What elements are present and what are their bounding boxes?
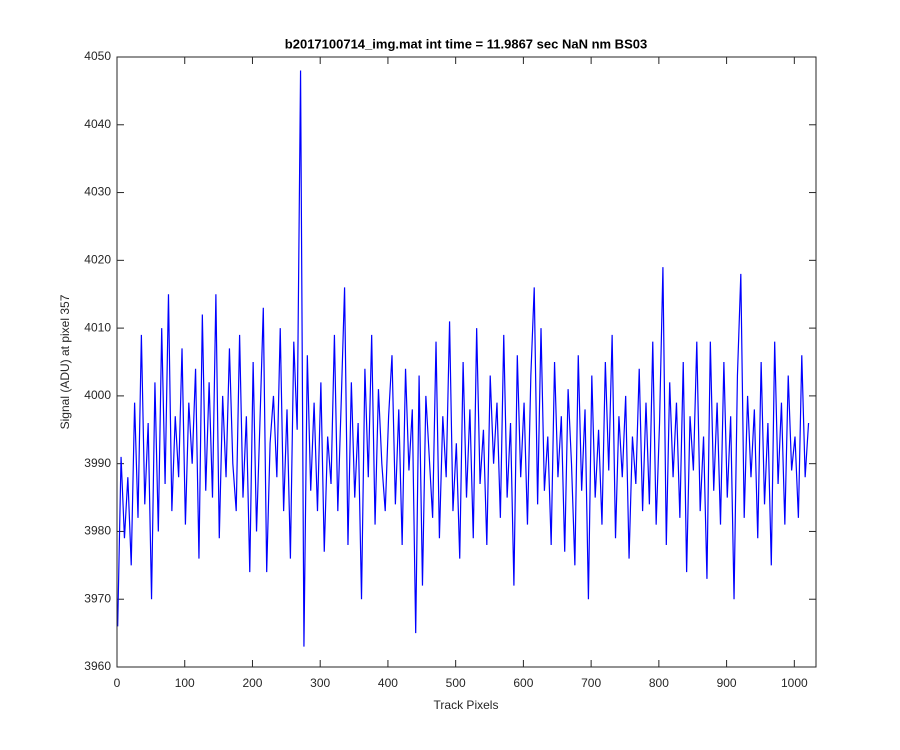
y-tick-label: 4000 bbox=[84, 388, 111, 402]
data-line bbox=[117, 70, 810, 647]
x-tick-label: 100 bbox=[175, 676, 195, 690]
x-tick-label: 200 bbox=[242, 676, 262, 690]
y-tick-label: 4050 bbox=[84, 49, 111, 63]
x-tick-label: 500 bbox=[446, 676, 466, 690]
axes-box bbox=[116, 56, 817, 668]
x-tick-label: 1000 bbox=[781, 676, 808, 690]
plot-area bbox=[117, 57, 816, 667]
chart-title: b2017100714_img.mat int time = 11.9867 s… bbox=[285, 36, 647, 51]
x-tick-label: 900 bbox=[717, 676, 737, 690]
x-tick-label: 600 bbox=[513, 676, 533, 690]
y-tick-label: 4030 bbox=[84, 185, 111, 199]
y-tick-label: 3970 bbox=[84, 591, 111, 605]
y-tick-label: 3990 bbox=[84, 456, 111, 470]
x-tick-label: 800 bbox=[649, 676, 669, 690]
y-tick-label: 3960 bbox=[84, 659, 111, 673]
y-tick-label: 3980 bbox=[84, 524, 111, 538]
x-tick-label: 300 bbox=[310, 676, 330, 690]
x-axis-label: Track Pixels bbox=[434, 698, 499, 712]
y-tick-label: 4020 bbox=[84, 253, 111, 267]
y-tick-label: 4010 bbox=[84, 320, 111, 334]
y-tick-label: 4040 bbox=[84, 117, 111, 131]
x-tick-label: 0 bbox=[114, 676, 121, 690]
x-tick-label: 700 bbox=[581, 676, 601, 690]
x-tick-label: 400 bbox=[378, 676, 398, 690]
y-axis-label: Signal (ADU) at pixel 357 bbox=[58, 294, 72, 429]
